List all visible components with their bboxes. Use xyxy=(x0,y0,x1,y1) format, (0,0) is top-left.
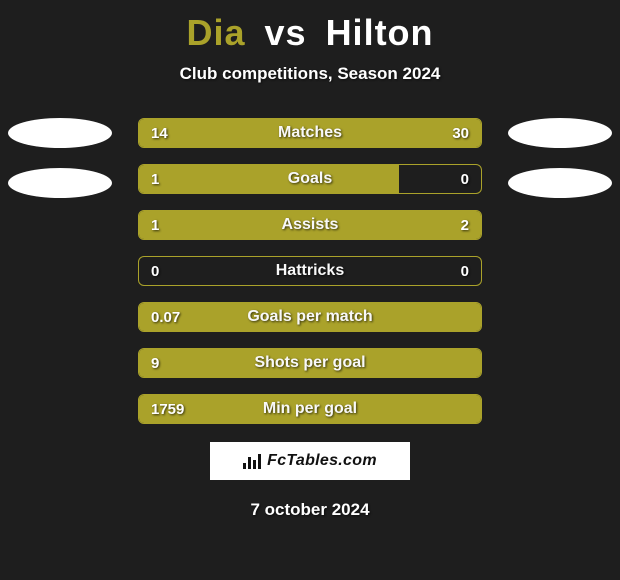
stat-label: Assists xyxy=(139,211,481,239)
subtitle: Club competitions, Season 2024 xyxy=(0,64,620,84)
player-badge-placeholder xyxy=(8,168,112,198)
player-badge-placeholder xyxy=(508,168,612,198)
stat-label: Goals xyxy=(139,165,481,193)
stat-row: 1759Min per goal xyxy=(138,394,482,424)
player-badge-placeholder xyxy=(508,118,612,148)
stat-row: 10Goals xyxy=(138,164,482,194)
stat-row: 1430Matches xyxy=(138,118,482,148)
stat-label: Matches xyxy=(139,119,481,147)
stat-row: 00Hattricks xyxy=(138,256,482,286)
vs-text: vs xyxy=(265,12,307,53)
player2-name: Hilton xyxy=(326,12,434,53)
comparison-chart: 1430Matches 10Goals 12Assists 00Hattricks 0.… xyxy=(0,118,620,424)
stat-row: 0.07Goals per match xyxy=(138,302,482,332)
player1-name: Dia xyxy=(186,12,245,53)
stat-label: Shots per goal xyxy=(139,349,481,377)
stat-label: Min per goal xyxy=(139,395,481,423)
stat-row: 12Assists xyxy=(138,210,482,240)
footer-date: 7 october 2024 xyxy=(0,500,620,520)
watermark: FcTables.com xyxy=(210,442,410,480)
watermark-text: FcTables.com xyxy=(267,452,377,470)
bar-chart-icon xyxy=(243,453,261,469)
stat-label: Goals per match xyxy=(139,303,481,331)
comparison-title: Dia vs Hilton xyxy=(0,0,620,54)
stat-row: 9Shots per goal xyxy=(138,348,482,378)
player-badge-placeholder xyxy=(8,118,112,148)
stat-label: Hattricks xyxy=(139,257,481,285)
